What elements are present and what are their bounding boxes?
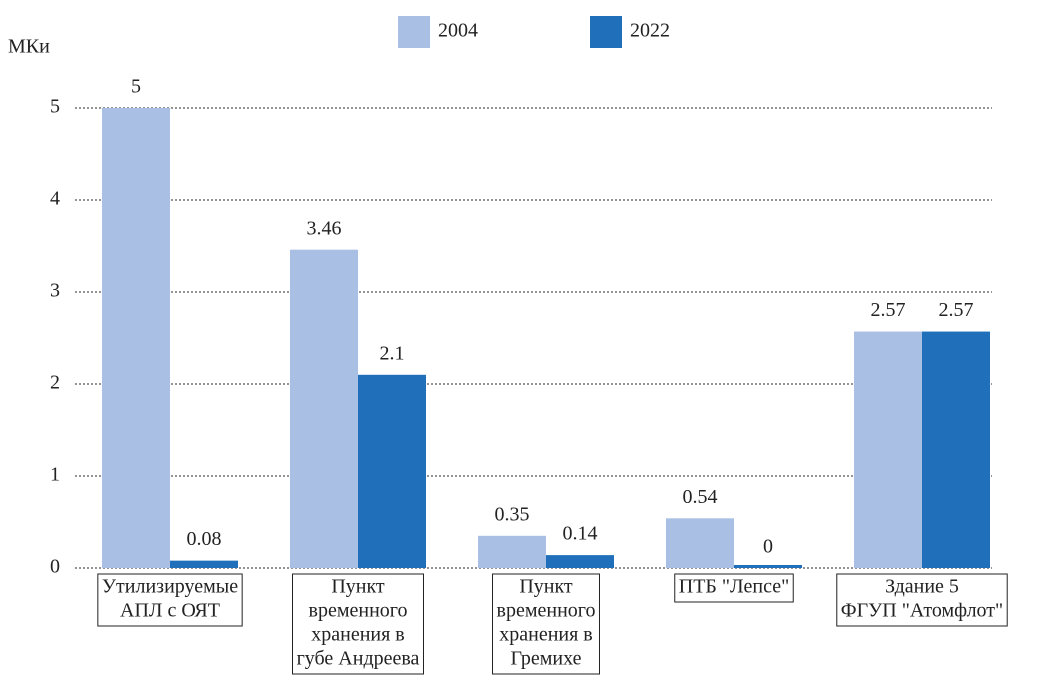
value-label: 0	[763, 536, 773, 558]
legend-label: 2022	[630, 20, 670, 42]
value-label: 3.46	[307, 217, 342, 239]
x-tick-label: временного	[309, 600, 408, 622]
bar	[478, 535, 546, 568]
value-label: 2.1	[380, 342, 405, 364]
value-label: 0.35	[495, 503, 530, 525]
x-tick-label: Здание 5	[885, 576, 959, 598]
bar	[102, 108, 170, 568]
label-box	[674, 573, 794, 603]
x-tick-label: ПТБ "Лепсе"	[679, 576, 789, 598]
bar	[170, 560, 238, 568]
legend-swatch	[590, 16, 622, 48]
value-label: 0.08	[187, 528, 222, 550]
label-box	[292, 573, 424, 675]
x-tick-label: Пункт	[519, 576, 573, 598]
bar	[734, 565, 802, 568]
label-box	[492, 573, 600, 675]
legend-label: 2004	[438, 20, 478, 42]
bar	[666, 518, 734, 568]
bar	[922, 331, 990, 568]
y-tick-label: 2	[50, 372, 60, 394]
bar	[358, 374, 426, 568]
y-tick-label: 1	[50, 464, 60, 486]
y-axis-label: МКи	[8, 36, 50, 58]
y-tick-label: 0	[50, 556, 60, 578]
value-label: 0.54	[683, 486, 718, 508]
bar	[854, 331, 922, 568]
x-tick-label: Пункт	[331, 576, 385, 598]
label-box	[836, 573, 1008, 627]
y-tick-label: 5	[50, 96, 60, 118]
x-tick-label: хранения в	[311, 624, 405, 646]
label-box	[97, 573, 243, 627]
x-tick-label: Гремихе	[511, 648, 582, 670]
x-tick-label: временного	[497, 600, 596, 622]
value-label: 2.57	[871, 299, 906, 321]
value-label: 2.57	[939, 299, 974, 321]
y-tick-label: 4	[50, 188, 60, 210]
y-tick-label: 3	[50, 280, 60, 302]
x-tick-label: губе Андреева	[297, 648, 420, 670]
bar	[546, 555, 614, 568]
value-label: 5	[131, 76, 141, 98]
value-label: 0.14	[563, 523, 598, 545]
x-tick-label: хранения в	[499, 624, 593, 646]
legend-swatch	[398, 16, 430, 48]
x-tick-label: АПЛ с ОЯТ	[120, 600, 220, 622]
x-tick-label: Утилизируемые	[102, 576, 238, 598]
x-tick-label: ФГУП "Атомфлот"	[841, 600, 1003, 622]
bar	[290, 249, 358, 568]
